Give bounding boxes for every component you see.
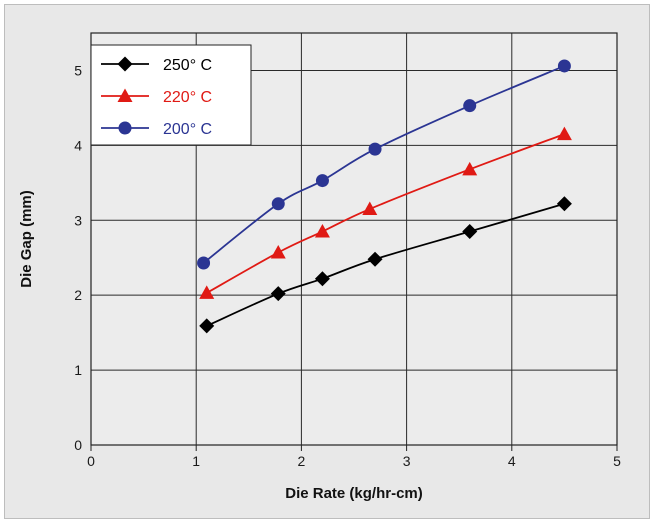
- data-point-circle: [197, 256, 211, 270]
- y-tick-label: 2: [74, 287, 82, 303]
- series-circle: [197, 59, 571, 270]
- x-tick-label: 4: [508, 453, 516, 469]
- data-point-circle: [368, 142, 382, 156]
- y-axis-label: Die Gap (mm): [18, 190, 35, 288]
- x-tick-label: 3: [403, 453, 411, 469]
- series-triangle: [199, 126, 572, 299]
- data-point-triangle: [199, 285, 215, 299]
- y-tick-label: 0: [74, 437, 82, 453]
- y-tick-label: 4: [74, 137, 82, 153]
- data-point-triangle: [314, 224, 330, 238]
- data-point-diamond: [314, 271, 330, 287]
- series-line: [206, 133, 565, 294]
- x-tick-label: 0: [87, 453, 95, 469]
- data-point-diamond: [367, 251, 383, 267]
- legend-marker-triangle: [117, 88, 133, 102]
- legend-marker-circle: [118, 121, 132, 135]
- data-point-circle: [315, 174, 329, 188]
- legend: 250° C 220° C 200° C: [90, 44, 252, 146]
- data-point-circle: [463, 99, 477, 113]
- series-line: [203, 65, 565, 264]
- data-point-triangle: [462, 161, 478, 176]
- legend-item: 220° C: [101, 88, 212, 106]
- data-point-diamond: [199, 318, 215, 334]
- legend-marker-diamond: [117, 56, 133, 72]
- data-point-circle: [271, 197, 285, 211]
- data-point-triangle: [556, 126, 572, 141]
- y-tick-label: 3: [74, 212, 82, 228]
- series-diamond: [199, 196, 572, 334]
- x-tick-label: 2: [298, 453, 306, 469]
- plot-area: [90, 32, 618, 446]
- data-point-circle: [557, 59, 571, 73]
- x-tick-label: 1: [192, 453, 200, 469]
- line-chart: 0 1 2 3 4 5 0 1 2 3 4 5 250° C 220° C 200° C Die Rate…: [18, 32, 621, 502]
- data-point-diamond: [556, 196, 572, 212]
- legend-item: 200° C: [101, 121, 212, 138]
- legend-label: 250° C: [163, 57, 212, 74]
- chart-figure: 0 1 2 3 4 5 0 1 2 3 4 5 250° C 220° C 200° C Die Rate…: [4, 4, 650, 519]
- legend-label: 220° C: [163, 89, 212, 106]
- series-line: [206, 202, 565, 327]
- legend-items: 250° C 220° C 200° C: [101, 56, 212, 138]
- data-point-diamond: [462, 224, 478, 240]
- x-tick-label: 5: [613, 453, 621, 469]
- x-axis-label: Die Rate (kg/hr-cm): [285, 485, 423, 502]
- legend-item: 250° C: [101, 56, 212, 74]
- series-group: [197, 59, 572, 334]
- y-tick-label: 1: [74, 362, 82, 378]
- legend-label: 200° C: [163, 121, 212, 138]
- tick-labels: 0 1 2 3 4 5 0 1 2 3 4 5: [74, 62, 621, 469]
- data-point-triangle: [362, 201, 378, 216]
- data-point-triangle: [270, 244, 286, 259]
- y-tick-label: 5: [74, 62, 82, 78]
- data-point-diamond: [270, 286, 286, 302]
